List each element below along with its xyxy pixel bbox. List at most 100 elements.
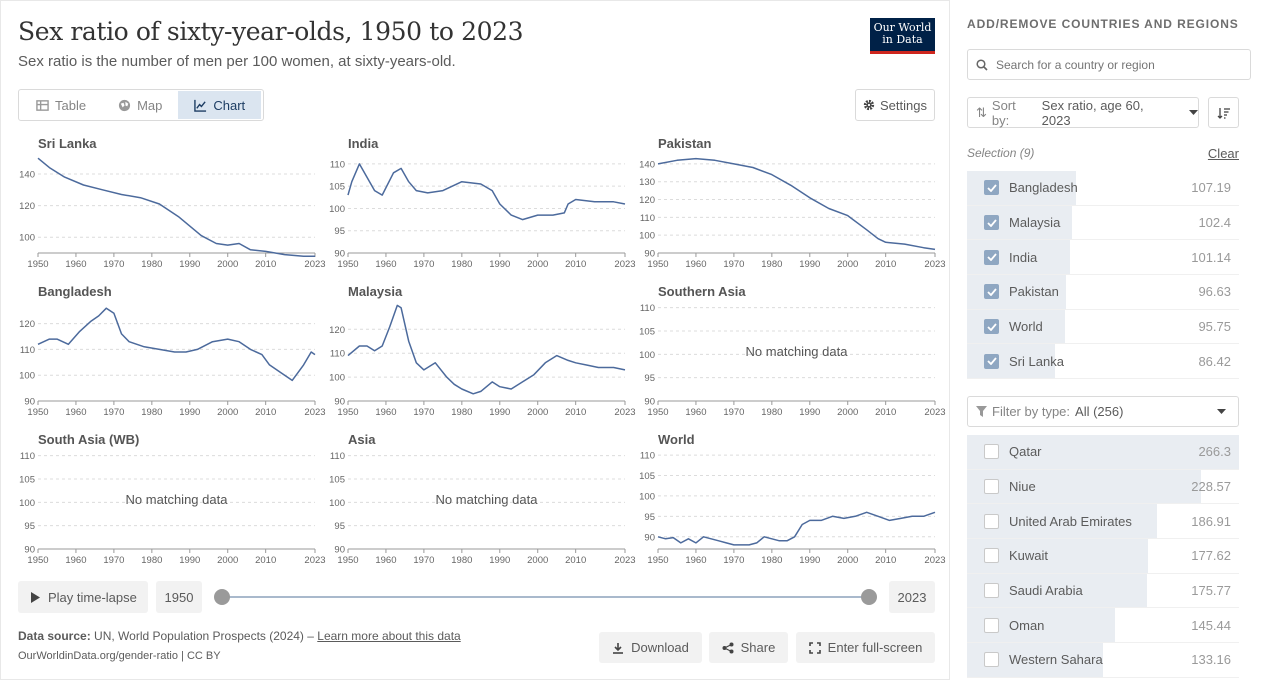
sort-order-icon <box>1217 107 1230 119</box>
entity-value: 145.44 <box>1191 617 1231 633</box>
search-box[interactable] <box>967 49 1251 80</box>
panel-title: Sri Lanka <box>38 136 97 151</box>
x-tick-label: 1970 <box>723 407 744 418</box>
panel-title: World <box>658 432 695 447</box>
selected-list: Bangladesh 107.19 Malaysia 102.4 India 101.14… <box>967 171 1239 380</box>
checkbox[interactable] <box>984 249 999 265</box>
end-year-box[interactable]: 2023 <box>889 581 935 613</box>
entity-name: Niue <box>1009 479 1036 495</box>
checkmark-icon <box>986 184 997 192</box>
fullscreen-button[interactable]: Enter full-screen <box>796 632 935 663</box>
series-line[interactable] <box>657 511 936 546</box>
checkbox[interactable] <box>984 479 999 495</box>
sort-dropdown[interactable]: ⇅ Sort by: Sex ratio, age 60, 2023 <box>967 97 1199 128</box>
x-tick-label: 2023 <box>304 407 325 418</box>
entity-name: India <box>1009 249 1038 265</box>
share-button[interactable]: Share <box>709 632 788 663</box>
entity-value: 175.77 <box>1191 583 1231 599</box>
owid-logo[interactable]: Our World in Data <box>870 18 935 54</box>
series-line[interactable] <box>37 157 315 257</box>
start-year-box[interactable]: 1950 <box>156 581 202 613</box>
available-list: Qatar 266.3 Niue 228.57 United Arab Emirates… <box>967 435 1239 678</box>
y-tick-label: 105 <box>329 182 345 193</box>
x-tick-label: 1960 <box>375 407 396 418</box>
settings-button[interactable]: Settings <box>855 89 935 121</box>
x-tick-label: 2000 <box>217 555 238 566</box>
tab-table[interactable]: Table <box>20 91 102 119</box>
series-line[interactable] <box>347 163 626 221</box>
entity-row-western-sahara[interactable]: Western Sahara 133.16 <box>967 643 1239 678</box>
entity-row-kuwait[interactable]: Kuwait 177.62 <box>967 539 1239 574</box>
x-tick-label: 1970 <box>413 555 434 566</box>
x-tick-label: 2010 <box>565 259 586 270</box>
checkbox[interactable] <box>984 548 999 564</box>
x-tick-label: 2000 <box>837 407 858 418</box>
x-tick-label: 1960 <box>685 407 706 418</box>
checkbox[interactable] <box>984 353 999 369</box>
checkbox[interactable] <box>984 215 999 231</box>
y-tick-label: 90 <box>334 545 345 556</box>
no-data-label: No matching data <box>746 344 849 359</box>
entity-row-malaysia[interactable]: Malaysia 102.4 <box>967 205 1239 241</box>
small-multiple-1: India 90 95 100 105 110 1950 1960 1970 1980 1990 20… <box>329 136 635 270</box>
entity-row-pakistan[interactable]: Pakistan 96.63 <box>967 275 1239 310</box>
entity-row-world[interactable]: World 95.75 <box>967 309 1239 345</box>
tab-chart[interactable]: Chart <box>178 91 262 119</box>
entity-name: Kuwait <box>1009 548 1049 564</box>
start-year-handle[interactable] <box>214 589 230 605</box>
value-bar <box>967 469 1201 504</box>
y-tick-label: 100 <box>329 204 345 215</box>
x-tick-label: 2010 <box>565 407 586 418</box>
clear-button[interactable]: Clear <box>1207 146 1239 161</box>
x-tick-label: 1970 <box>723 555 744 566</box>
checkbox[interactable] <box>984 617 999 633</box>
gear-icon <box>863 99 875 111</box>
search-input[interactable] <box>996 57 1236 72</box>
checkbox[interactable] <box>984 319 999 335</box>
tab-map[interactable]: Map <box>102 91 178 119</box>
y-tick-label: 105 <box>639 327 655 338</box>
play-icon <box>31 591 40 603</box>
checkbox[interactable] <box>984 180 999 196</box>
small-multiple-6: South Asia (WB) 90 95 100 105 110 1950 1960 1970… <box>19 432 325 566</box>
x-tick-label: 1990 <box>489 259 510 270</box>
x-tick-label: 2010 <box>565 555 586 566</box>
y-tick-label: 110 <box>330 159 345 170</box>
entity-row-niue[interactable]: Niue 228.57 <box>967 469 1239 505</box>
series-line[interactable] <box>657 157 936 251</box>
checkbox[interactable] <box>984 583 999 599</box>
series-line[interactable] <box>347 304 626 395</box>
entity-row-bangladesh[interactable]: Bangladesh 107.19 <box>967 171 1239 206</box>
checkbox[interactable] <box>984 513 999 529</box>
entity-row-united-arab-emirates[interactable]: United Arab Emirates 186.91 <box>967 504 1239 540</box>
y-tick-label: 110 <box>640 213 655 224</box>
entity-name: Saudi Arabia <box>1009 583 1083 599</box>
x-tick-label: 1990 <box>799 555 820 566</box>
filter-dropdown[interactable]: Filter by type: All (256) <box>967 396 1239 427</box>
selection-count: Selection (9) <box>967 146 1035 160</box>
checkmark-icon <box>986 253 997 262</box>
entity-row-saudi-arabia[interactable]: Saudi Arabia 175.77 <box>967 573 1239 609</box>
series-line[interactable] <box>37 307 316 382</box>
y-tick-label: 90 <box>644 249 655 260</box>
end-year-handle[interactable] <box>861 589 877 605</box>
x-tick-label: 2023 <box>924 555 945 566</box>
x-tick-label: 2010 <box>875 555 896 566</box>
checkbox[interactable] <box>984 444 999 460</box>
entity-name: Pakistan <box>1009 284 1059 300</box>
entity-row-oman[interactable]: Oman 145.44 <box>967 608 1239 644</box>
checkbox[interactable] <box>984 652 999 668</box>
entity-row-india[interactable]: India 101.14 <box>967 240 1239 276</box>
sort-order-button[interactable] <box>1208 97 1239 128</box>
y-tick-label: 95 <box>334 226 345 237</box>
timeline-track[interactable] <box>222 596 868 598</box>
play-timelapse-button[interactable]: Play time-lapse <box>18 581 148 613</box>
entity-row-qatar[interactable]: Qatar 266.3 <box>967 435 1239 470</box>
checkbox[interactable] <box>984 284 999 300</box>
sort-arrows-icon: ⇅ <box>976 104 987 120</box>
learn-more-link[interactable]: Learn more about this data <box>317 629 461 643</box>
y-tick-label: 100 <box>639 231 655 242</box>
entity-row-sri-lanka[interactable]: Sri Lanka 86.42 <box>967 344 1239 380</box>
timeline: Play time-lapse 1950 2023 <box>18 581 935 613</box>
download-button[interactable]: Download <box>599 632 702 663</box>
